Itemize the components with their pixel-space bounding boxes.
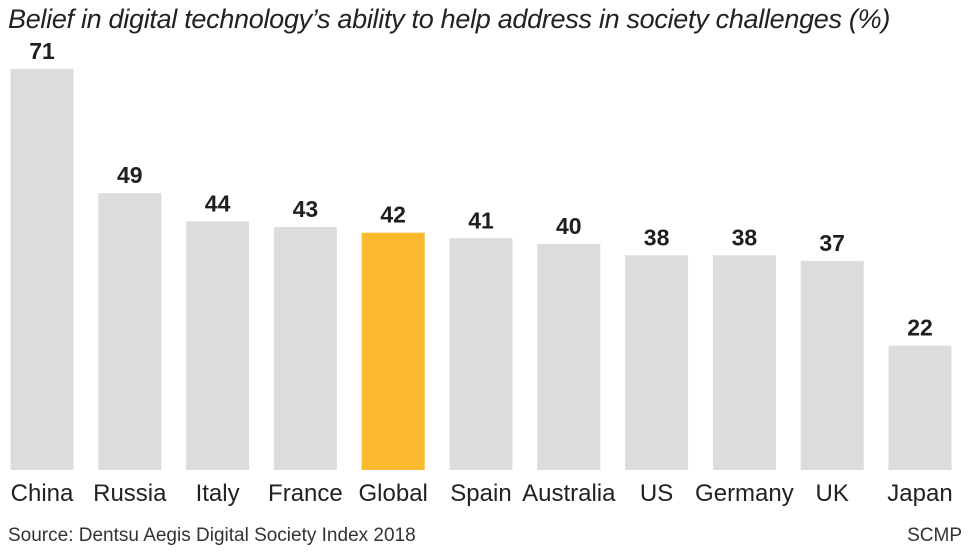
value-label-uk: 37 — [819, 230, 845, 256]
bar-russia — [98, 193, 162, 470]
category-label-global: Global — [359, 480, 428, 507]
bar-global — [361, 232, 425, 470]
value-label-russia: 49 — [117, 162, 143, 188]
value-label-germany: 38 — [732, 224, 758, 250]
value-label-us: 38 — [644, 224, 670, 250]
category-label-uk: UK — [816, 480, 849, 507]
category-label-france: France — [268, 480, 343, 507]
value-label-japan: 22 — [907, 315, 933, 341]
source-note: Source: Dentsu Aegis Digital Society Ind… — [8, 525, 416, 546]
value-labels: 71 49 44 43 42 41 40 38 38 37 22 — [29, 38, 933, 341]
credit-label: SCMP — [907, 525, 962, 546]
bar-germany — [712, 255, 776, 470]
bar-japan — [888, 345, 952, 470]
category-label-italy: Italy — [196, 480, 240, 507]
category-label-spain: Spain — [450, 480, 511, 507]
bar-spain — [449, 238, 513, 470]
bar-us — [625, 255, 689, 470]
value-label-italy: 44 — [205, 190, 231, 216]
category-label-australia: Australia — [522, 480, 616, 507]
category-label-japan: Japan — [887, 480, 952, 507]
value-label-spain: 41 — [468, 207, 494, 233]
category-label-china: China — [11, 480, 74, 507]
bar-uk — [800, 260, 864, 470]
bar-australia — [537, 244, 601, 470]
bar-italy — [186, 221, 250, 470]
category-label-russia: Russia — [93, 480, 167, 507]
value-label-global: 42 — [380, 202, 406, 228]
chart-title: Belief in digital technology’s ability t… — [8, 4, 891, 34]
bar-china — [10, 68, 74, 471]
category-label-us: US — [640, 480, 673, 507]
value-label-australia: 40 — [556, 213, 582, 239]
bar-france — [273, 227, 337, 470]
value-label-china: 71 — [29, 38, 55, 64]
value-label-france: 43 — [293, 196, 319, 222]
category-labels: China Russia Italy France Global Spain Austral… — [11, 480, 953, 507]
category-label-germany: Germany — [695, 480, 794, 507]
bars-group — [10, 68, 952, 471]
